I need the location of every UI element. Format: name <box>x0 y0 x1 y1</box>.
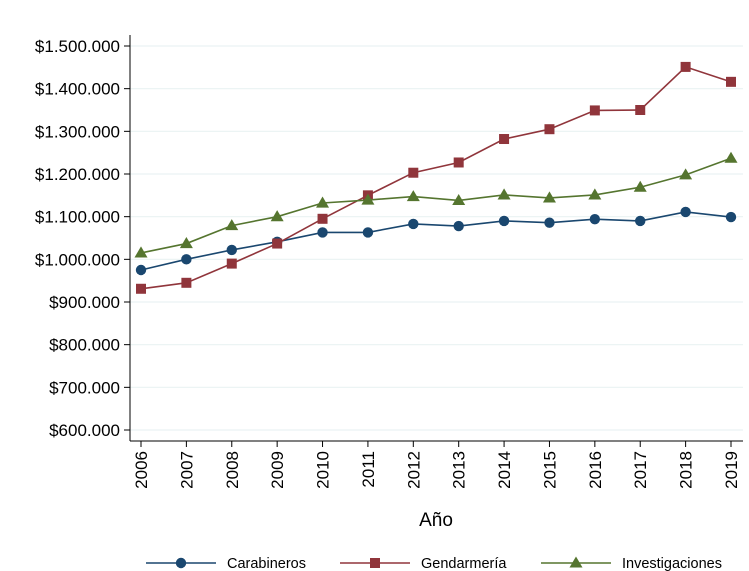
legend-label: Carabineros <box>227 556 306 571</box>
series-carabineros <box>135 206 737 276</box>
series-investigaciones <box>134 151 738 258</box>
legend-item: Investigaciones <box>541 556 722 571</box>
data-point <box>453 220 464 232</box>
axes <box>129 35 743 442</box>
data-point <box>724 151 738 163</box>
data-point <box>317 213 328 224</box>
data-point <box>225 219 239 231</box>
legend-swatch-marker <box>370 558 380 568</box>
data-point <box>635 105 646 115</box>
x-tick-label: 2017 <box>631 451 650 489</box>
series-line <box>140 65 732 290</box>
y-tick-label: $1.000.000 <box>35 250 120 269</box>
data-point <box>408 167 419 178</box>
legend-item: Gendarmería <box>340 556 507 571</box>
y-tick-label: $700.000 <box>49 378 120 397</box>
data-point <box>633 180 647 192</box>
y-tick-label: $1.400.000 <box>35 80 120 99</box>
y-tick-label: $1.200.000 <box>35 165 120 184</box>
legend: Carabineros Gendarmería Investigaciones <box>146 556 722 571</box>
series-group <box>134 61 738 294</box>
data-point <box>589 214 601 225</box>
legend-label: Gendarmería <box>421 556 507 571</box>
data-point <box>226 244 237 256</box>
x-tick-label: 2012 <box>404 451 423 489</box>
x-tick-label: 2010 <box>314 451 333 489</box>
data-point <box>406 190 420 202</box>
data-point <box>544 217 555 228</box>
data-point <box>679 168 693 180</box>
y-tick-label: $1.100.000 <box>35 208 120 227</box>
data-point <box>316 196 330 208</box>
data-point <box>680 206 691 218</box>
data-point <box>452 193 466 206</box>
legend-swatch-marker <box>175 557 187 569</box>
y-tick-label: $1.300.000 <box>35 122 120 141</box>
y-tick-label: $600.000 <box>49 421 120 440</box>
data-point <box>544 124 555 135</box>
x-tick-label: 2008 <box>223 451 242 489</box>
gridlines <box>130 45 743 431</box>
data-point <box>498 215 510 227</box>
x-tick-label: 2013 <box>450 451 469 489</box>
data-point <box>134 246 148 258</box>
data-point <box>181 277 192 288</box>
data-point <box>725 211 737 223</box>
x-tick-label: 2018 <box>677 451 696 489</box>
x-tick-label: 2014 <box>495 451 514 489</box>
y-tick-label: $1.500.000 <box>35 37 120 56</box>
data-point <box>588 188 602 200</box>
x-tick-label: 2009 <box>268 451 287 489</box>
y-tick-label: $800.000 <box>49 336 120 355</box>
data-point <box>497 188 511 200</box>
data-point <box>270 210 284 222</box>
data-point <box>362 227 374 238</box>
x-tick-label: 2016 <box>586 451 605 489</box>
data-point <box>361 193 375 205</box>
x-axis-title: Año <box>419 510 453 531</box>
data-point <box>453 157 464 168</box>
data-point <box>726 76 736 87</box>
y-tick-label: $900.000 <box>49 293 120 312</box>
data-point <box>135 264 147 276</box>
legend-item: Carabineros <box>146 556 306 571</box>
data-point <box>589 105 600 116</box>
x-tick-label: 2015 <box>540 451 559 489</box>
data-point <box>542 191 556 203</box>
data-point <box>272 238 283 249</box>
y-axis-ticks: $600.000 $700.000 $800.000 $900.000 $1.000.0… <box>35 37 130 440</box>
data-point <box>179 237 193 249</box>
x-tick-label: 2011 <box>359 451 378 488</box>
data-point <box>181 254 192 265</box>
x-tick-label: 2019 <box>722 451 741 489</box>
x-tick-label: 2007 <box>177 451 196 489</box>
series-line <box>140 157 732 254</box>
legend-swatch-marker <box>569 556 583 568</box>
data-point <box>136 283 146 294</box>
x-axis-ticks: 2006 2007 2008 2009 2010 2011 2012 2013 2014 2015… <box>132 441 741 489</box>
data-point <box>499 134 510 145</box>
data-point <box>317 227 328 238</box>
series-line <box>140 211 732 271</box>
data-point <box>408 218 419 230</box>
data-point <box>680 61 691 72</box>
x-tick-label: 2006 <box>132 451 151 489</box>
data-point <box>635 215 646 227</box>
legend-label: Investigaciones <box>622 556 722 571</box>
data-point <box>226 258 237 269</box>
